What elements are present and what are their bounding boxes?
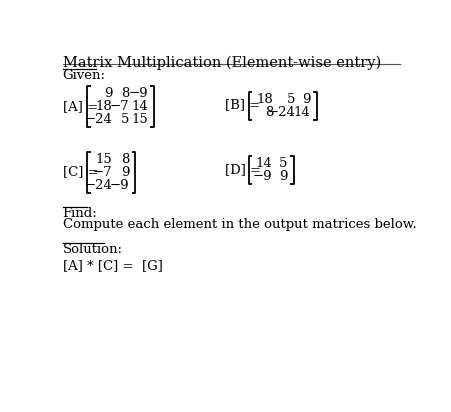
Text: Find:: Find: — [63, 206, 97, 220]
Text: −9: −9 — [252, 171, 272, 183]
Text: Given:: Given: — [63, 69, 106, 82]
Text: 5: 5 — [287, 93, 295, 105]
Text: Solution:: Solution: — [63, 243, 123, 257]
Text: 9: 9 — [279, 171, 287, 183]
Text: 8: 8 — [121, 87, 129, 100]
Text: 18: 18 — [257, 93, 273, 105]
Text: −7: −7 — [92, 166, 112, 179]
Text: 14: 14 — [255, 157, 272, 170]
Text: −9: −9 — [110, 179, 129, 192]
Text: 5: 5 — [279, 157, 287, 170]
Text: 14: 14 — [131, 100, 148, 113]
Text: −9: −9 — [128, 87, 148, 100]
Text: 5: 5 — [121, 113, 129, 126]
Text: 15: 15 — [131, 113, 148, 126]
Text: [A] * [C] =  [G]: [A] * [C] = [G] — [63, 259, 162, 272]
Text: 8: 8 — [265, 106, 273, 119]
Text: [A] =: [A] = — [63, 100, 98, 113]
Text: Compute each element in the output matrices below.: Compute each element in the output matri… — [63, 218, 416, 231]
Text: 18: 18 — [96, 100, 112, 113]
Text: −24: −24 — [84, 113, 112, 126]
Text: −24: −24 — [267, 106, 295, 119]
Text: 15: 15 — [96, 153, 112, 166]
Text: 9: 9 — [302, 93, 311, 105]
Text: [B] =: [B] = — [226, 98, 261, 111]
Text: 14: 14 — [294, 106, 311, 119]
Text: 8: 8 — [121, 153, 129, 166]
Text: −24: −24 — [84, 179, 112, 192]
Text: 9: 9 — [121, 166, 129, 179]
Text: −7: −7 — [110, 100, 129, 113]
Text: 9: 9 — [104, 87, 112, 100]
Text: [D] =: [D] = — [226, 163, 262, 176]
Text: Matrix Multiplication (Element-wise entry): Matrix Multiplication (Element-wise entr… — [63, 56, 381, 70]
Text: [C] =: [C] = — [63, 165, 98, 178]
